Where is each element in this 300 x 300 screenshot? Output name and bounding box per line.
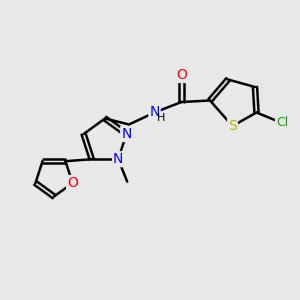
Text: N: N: [113, 152, 123, 166]
Text: N: N: [149, 106, 160, 119]
Text: Cl: Cl: [276, 116, 288, 130]
Text: O: O: [176, 68, 187, 82]
Text: N: N: [121, 127, 132, 141]
Text: O: O: [67, 176, 78, 190]
Text: S: S: [228, 119, 237, 133]
Text: H: H: [157, 113, 165, 123]
